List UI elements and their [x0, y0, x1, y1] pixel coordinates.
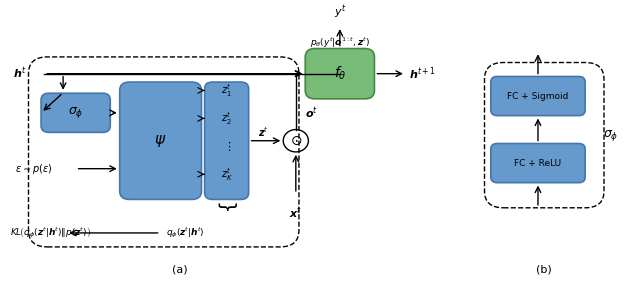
Text: $\boldsymbol{z}^t$: $\boldsymbol{z}^t$: [258, 125, 269, 139]
Text: $z_1^t$: $z_1^t$: [221, 82, 232, 99]
Text: $\epsilon \sim p(\epsilon)$: $\epsilon \sim p(\epsilon)$: [15, 162, 52, 176]
Text: $z_K^t$: $z_K^t$: [221, 166, 233, 183]
Text: $y^t$: $y^t$: [333, 3, 346, 21]
FancyBboxPatch shape: [41, 93, 110, 132]
Text: $\boldsymbol{h}^t$: $\boldsymbol{h}^t$: [13, 66, 26, 81]
Text: $\sigma_\phi$: $\sigma_\phi$: [68, 105, 83, 120]
Text: (b): (b): [536, 264, 552, 274]
Text: $\odot$: $\odot$: [290, 134, 302, 148]
Text: $\boldsymbol{h}^{t+1}$: $\boldsymbol{h}^{t+1}$: [409, 65, 436, 82]
Text: $z_2^t$: $z_2^t$: [221, 110, 232, 127]
FancyBboxPatch shape: [205, 82, 249, 200]
Text: $\boldsymbol{x}^t$: $\boldsymbol{x}^t$: [289, 205, 302, 221]
FancyBboxPatch shape: [305, 49, 374, 99]
Text: $q_\phi(\boldsymbol{z}^t|\boldsymbol{h}^t)$: $q_\phi(\boldsymbol{z}^t|\boldsymbol{h}^…: [166, 226, 205, 240]
Text: $p_\theta(y^t|\boldsymbol{o}^{1:t},\boldsymbol{z}^t)$: $p_\theta(y^t|\boldsymbol{o}^{1:t},\bold…: [310, 36, 370, 50]
FancyBboxPatch shape: [491, 76, 585, 116]
Text: FC + ReLU: FC + ReLU: [515, 159, 561, 168]
Text: FC + Sigmoid: FC + Sigmoid: [508, 91, 569, 100]
FancyBboxPatch shape: [491, 144, 585, 183]
Text: (a): (a): [172, 264, 188, 274]
Text: $KL\!\left(q_\phi(\boldsymbol{z}^t|\boldsymbol{h}^t)\|p(\boldsymbol{z}^t)\right): $KL\!\left(q_\phi(\boldsymbol{z}^t|\bold…: [10, 226, 91, 240]
Text: $\sigma_\phi$: $\sigma_\phi$: [603, 128, 618, 143]
Text: $f_\theta$: $f_\theta$: [333, 65, 346, 82]
Text: $\}$: $\}$: [216, 199, 237, 211]
FancyBboxPatch shape: [120, 82, 202, 200]
Text: $\psi$: $\psi$: [154, 133, 167, 149]
Text: $\boldsymbol{o}^t$: $\boldsymbol{o}^t$: [305, 105, 318, 121]
Text: $\vdots$: $\vdots$: [223, 140, 230, 153]
